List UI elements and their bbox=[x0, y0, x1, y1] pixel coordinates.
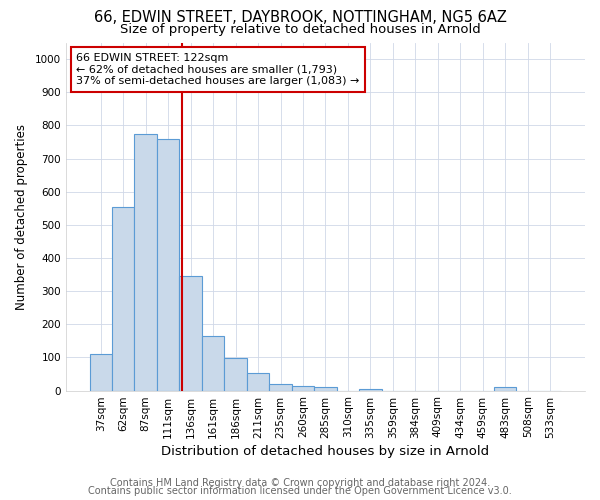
Text: Size of property relative to detached houses in Arnold: Size of property relative to detached ho… bbox=[119, 22, 481, 36]
Text: 66 EDWIN STREET: 122sqm
← 62% of detached houses are smaller (1,793)
37% of semi: 66 EDWIN STREET: 122sqm ← 62% of detache… bbox=[76, 53, 359, 86]
Text: Contains HM Land Registry data © Crown copyright and database right 2024.: Contains HM Land Registry data © Crown c… bbox=[110, 478, 490, 488]
Bar bbox=[314, 388, 337, 390]
Bar bbox=[202, 336, 224, 390]
Bar bbox=[112, 206, 134, 390]
Bar bbox=[134, 134, 157, 390]
Bar bbox=[359, 389, 382, 390]
X-axis label: Distribution of detached houses by size in Arnold: Distribution of detached houses by size … bbox=[161, 444, 490, 458]
Bar bbox=[179, 276, 202, 390]
Bar bbox=[292, 386, 314, 390]
Bar bbox=[89, 354, 112, 391]
Text: Contains public sector information licensed under the Open Government Licence v3: Contains public sector information licen… bbox=[88, 486, 512, 496]
Bar bbox=[269, 384, 292, 390]
Text: 66, EDWIN STREET, DAYBROOK, NOTTINGHAM, NG5 6AZ: 66, EDWIN STREET, DAYBROOK, NOTTINGHAM, … bbox=[94, 10, 506, 25]
Bar bbox=[247, 373, 269, 390]
Bar bbox=[157, 138, 179, 390]
Bar bbox=[494, 388, 517, 390]
Y-axis label: Number of detached properties: Number of detached properties bbox=[15, 124, 28, 310]
Bar bbox=[224, 358, 247, 390]
